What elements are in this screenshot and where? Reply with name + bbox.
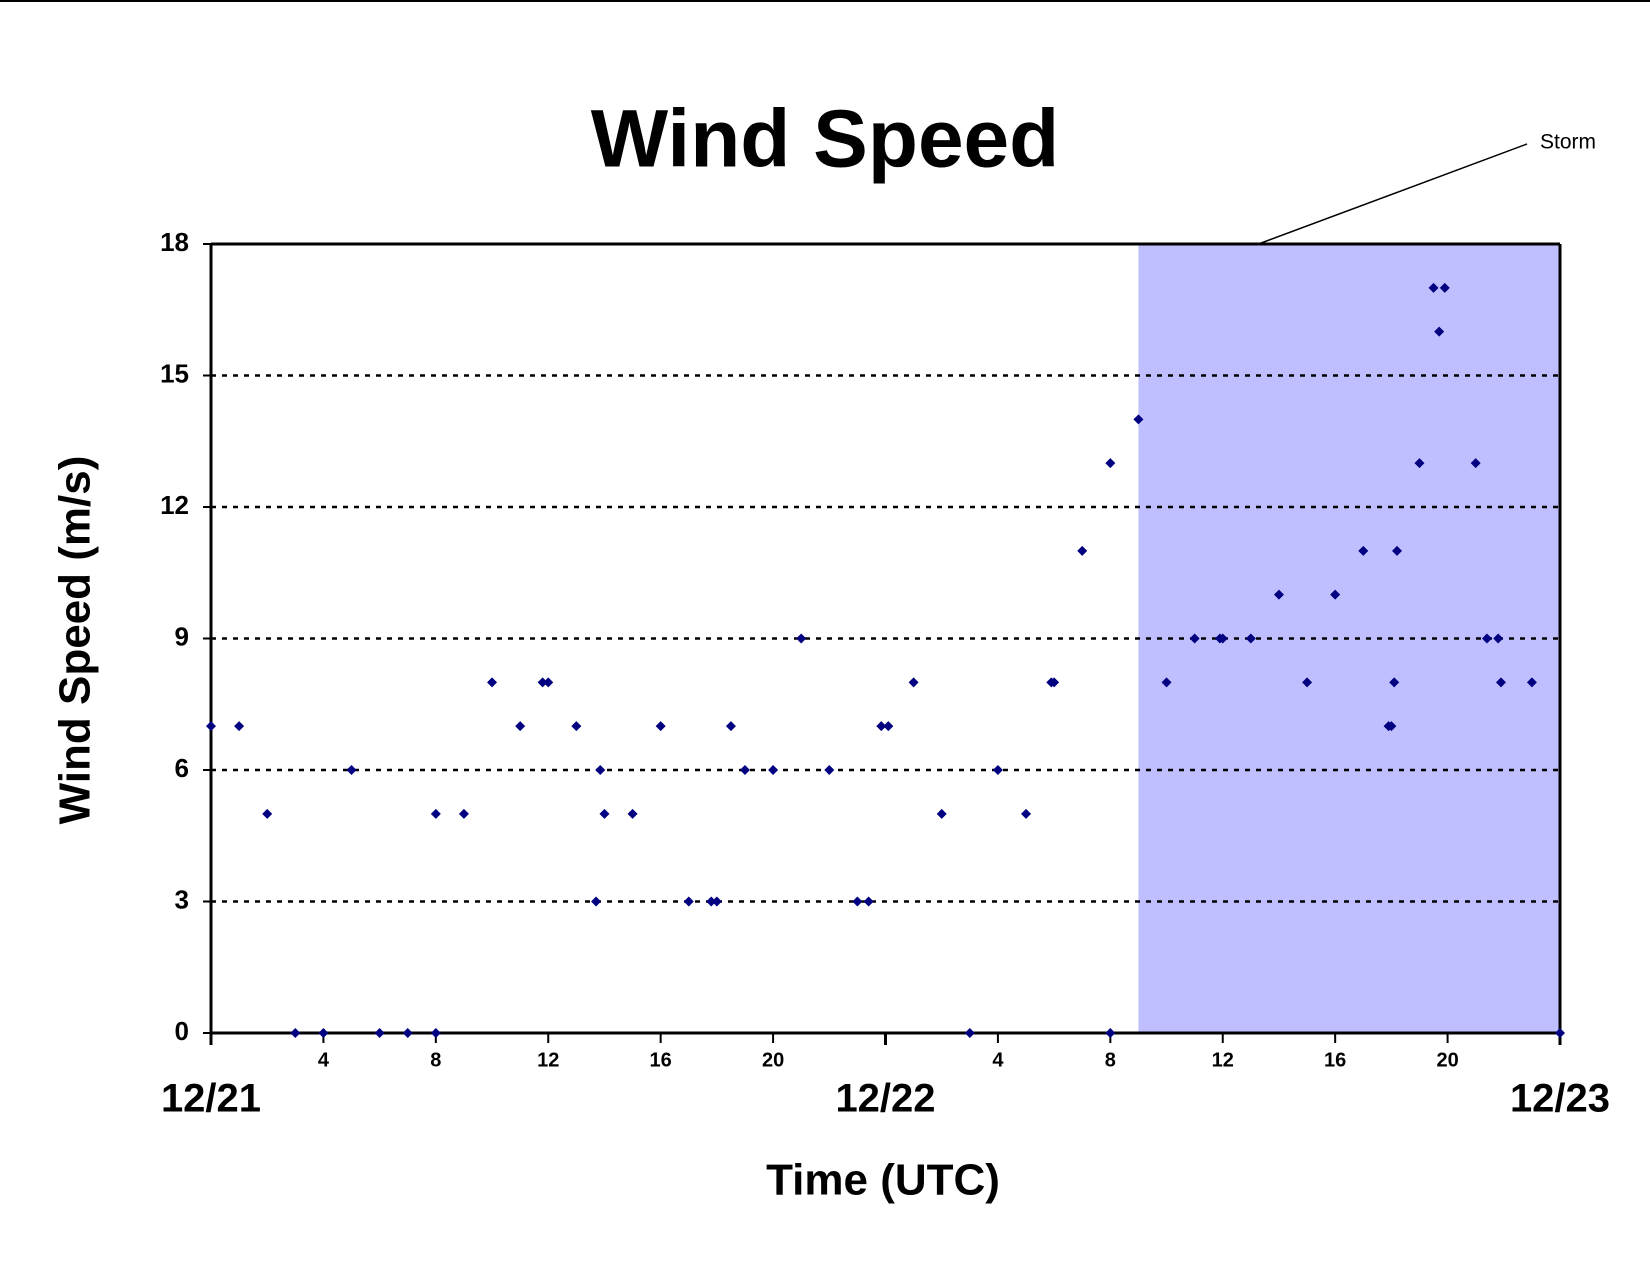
y-tick-label: 9 bbox=[175, 621, 189, 651]
x-major-tick-label: 12/23 bbox=[1510, 1077, 1610, 1121]
annotation-line bbox=[1258, 143, 1528, 245]
point bbox=[1358, 545, 1369, 556]
point bbox=[595, 765, 606, 775]
x-tick-label: 4 bbox=[318, 1049, 330, 1071]
chart-title: Wind Speed bbox=[591, 94, 1060, 185]
point bbox=[655, 721, 666, 732]
point bbox=[1021, 808, 1032, 819]
x-tick-label: 20 bbox=[762, 1049, 784, 1071]
point bbox=[1189, 633, 1200, 644]
point bbox=[458, 808, 469, 819]
point bbox=[1526, 677, 1537, 688]
point bbox=[1273, 589, 1284, 600]
point bbox=[430, 1028, 441, 1038]
point bbox=[1439, 282, 1450, 293]
point bbox=[1330, 589, 1341, 600]
point bbox=[487, 677, 498, 688]
point bbox=[374, 1028, 385, 1038]
x-tick-label: 16 bbox=[1324, 1049, 1346, 1071]
point bbox=[1077, 545, 1088, 556]
x-major-tick-label: 12/21 bbox=[161, 1077, 261, 1121]
point bbox=[883, 721, 894, 732]
point bbox=[768, 765, 779, 775]
x-tick-label: 20 bbox=[1436, 1049, 1458, 1071]
x-tick-label: 12 bbox=[537, 1049, 559, 1071]
point bbox=[515, 721, 526, 732]
point bbox=[739, 765, 750, 775]
point bbox=[1434, 326, 1445, 337]
x-tick-label: 16 bbox=[650, 1049, 672, 1071]
point bbox=[1414, 458, 1425, 469]
point bbox=[206, 721, 216, 732]
x-tick-label: 12 bbox=[1212, 1049, 1234, 1071]
point bbox=[430, 808, 441, 819]
point bbox=[908, 677, 919, 688]
annotation: Storm bbox=[1540, 131, 1596, 154]
point bbox=[1493, 633, 1504, 644]
point bbox=[262, 808, 273, 819]
point bbox=[876, 721, 887, 732]
point bbox=[290, 1028, 301, 1038]
y-tick-label: 12 bbox=[160, 490, 189, 520]
point bbox=[964, 1028, 975, 1038]
point bbox=[1481, 633, 1492, 644]
point bbox=[1470, 458, 1481, 469]
point bbox=[537, 677, 548, 688]
point bbox=[852, 896, 863, 907]
point bbox=[1049, 677, 1060, 688]
point bbox=[992, 765, 1003, 775]
y-tick-label: 0 bbox=[175, 1016, 189, 1046]
point bbox=[683, 896, 694, 907]
point bbox=[936, 808, 947, 819]
x-tick-label: 8 bbox=[430, 1049, 441, 1071]
point bbox=[1133, 414, 1144, 425]
point bbox=[1428, 282, 1439, 293]
point bbox=[1389, 677, 1400, 688]
point bbox=[1386, 721, 1397, 732]
point bbox=[863, 896, 874, 907]
point bbox=[234, 721, 245, 732]
point bbox=[1105, 458, 1116, 469]
point bbox=[1555, 1028, 1565, 1038]
x-tick-label: 8 bbox=[1105, 1049, 1116, 1071]
point bbox=[1105, 1028, 1116, 1038]
point bbox=[599, 808, 610, 819]
point bbox=[725, 721, 736, 732]
point bbox=[711, 896, 722, 907]
point bbox=[824, 765, 835, 775]
x-axis-title: Time (UTC) bbox=[766, 1156, 1000, 1205]
point bbox=[402, 1028, 413, 1038]
point bbox=[1161, 677, 1172, 688]
y-tick-label: 18 bbox=[160, 227, 189, 257]
point bbox=[1495, 677, 1506, 688]
point bbox=[706, 896, 717, 907]
point bbox=[346, 765, 357, 775]
point bbox=[591, 896, 602, 907]
point bbox=[318, 1028, 329, 1038]
point bbox=[796, 633, 807, 644]
x-tick-label: 4 bbox=[992, 1049, 1004, 1071]
y-tick-label: 6 bbox=[175, 753, 189, 783]
point bbox=[543, 677, 554, 688]
y-axis-title: Wind Speed (m/s) bbox=[51, 456, 100, 825]
point bbox=[571, 721, 582, 732]
point bbox=[627, 808, 638, 819]
point bbox=[1302, 677, 1313, 688]
point bbox=[1391, 545, 1402, 556]
y-tick-label: 3 bbox=[175, 884, 189, 914]
point bbox=[1245, 633, 1256, 644]
x-major-tick-label: 12/22 bbox=[835, 1077, 935, 1121]
y-tick-label: 15 bbox=[160, 358, 189, 388]
point bbox=[1217, 633, 1228, 644]
